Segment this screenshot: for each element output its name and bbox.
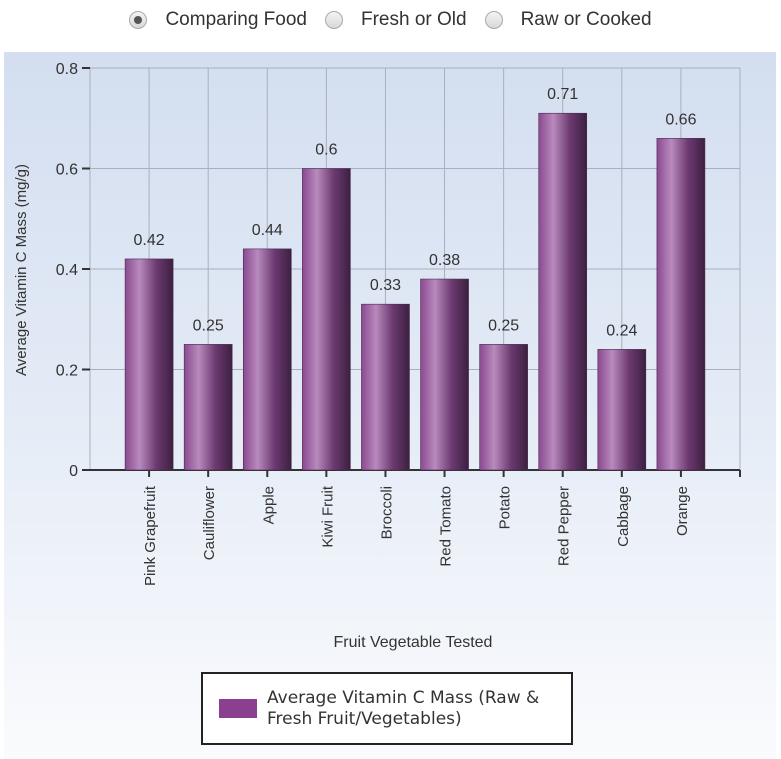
x-tick-label: Kiwi Fruit xyxy=(319,485,336,548)
bar xyxy=(183,344,233,471)
bar xyxy=(124,258,174,471)
data-label: 0.25 xyxy=(193,317,224,334)
data-label: 0.71 xyxy=(547,86,578,103)
data-label: 0.42 xyxy=(134,232,165,249)
x-tick-label: Red Tomato xyxy=(438,486,455,567)
radio-button-icon[interactable] xyxy=(484,11,503,29)
radio-button-icon[interactable] xyxy=(324,11,343,29)
x-tick-label: Potato xyxy=(497,486,514,529)
x-tick-label: Orange xyxy=(674,486,691,536)
data-label: 0.24 xyxy=(606,322,637,339)
x-axis-title: Fruit Vegetable Tested xyxy=(334,634,493,651)
legend: Average Vitamin C Mass (Raw & Fresh Frui… xyxy=(201,672,573,745)
x-tick-label: Apple xyxy=(260,486,277,524)
y-tick-label: 0 xyxy=(69,463,78,480)
data-label: 0.25 xyxy=(488,317,519,334)
radio-fresh-or-old[interactable]: Fresh or Old xyxy=(324,9,467,31)
bar xyxy=(242,248,292,471)
bar xyxy=(361,303,410,471)
x-tick-label: Cauliflower xyxy=(201,486,218,560)
bar xyxy=(656,138,706,471)
y-tick-label: 0.8 xyxy=(56,61,78,78)
x-tick-label: Broccoli xyxy=(378,486,395,539)
data-label: 0.44 xyxy=(252,222,283,239)
y-tick-label: 0.2 xyxy=(56,363,78,380)
y-axis-title: Average Vitamin C Mass (mg/g) xyxy=(13,164,30,376)
bar xyxy=(538,112,588,471)
bar xyxy=(479,344,528,471)
legend-swatch xyxy=(219,699,257,718)
data-label: 0.66 xyxy=(665,111,696,128)
data-label: 0.33 xyxy=(370,277,401,294)
bar xyxy=(420,278,469,471)
view-radio-group: Comparing Food Fresh or Old Raw or Cooke… xyxy=(0,9,781,31)
radio-button-icon[interactable] xyxy=(129,11,148,29)
bar xyxy=(597,349,647,471)
radio-label: Comparing Food xyxy=(165,9,307,30)
radio-label: Fresh or Old xyxy=(360,9,467,30)
bar xyxy=(302,168,351,471)
data-label: 0.38 xyxy=(429,252,460,269)
radio-label: Raw or Cooked xyxy=(520,9,652,30)
x-tick-label: Cabbage xyxy=(615,486,632,547)
x-tick-label: Red Pepper xyxy=(556,486,573,566)
x-tick-label: Pink Grapefruit xyxy=(142,485,159,586)
data-label: 0.6 xyxy=(315,142,337,159)
legend-label: Average Vitamin C Mass (Raw & Fresh Frui… xyxy=(267,687,540,729)
radio-comparing-food[interactable]: Comparing Food xyxy=(129,9,307,31)
y-tick-label: 0.6 xyxy=(56,162,78,179)
y-tick-label: 0.4 xyxy=(56,262,78,279)
radio-raw-or-cooked[interactable]: Raw or Cooked xyxy=(484,9,652,31)
